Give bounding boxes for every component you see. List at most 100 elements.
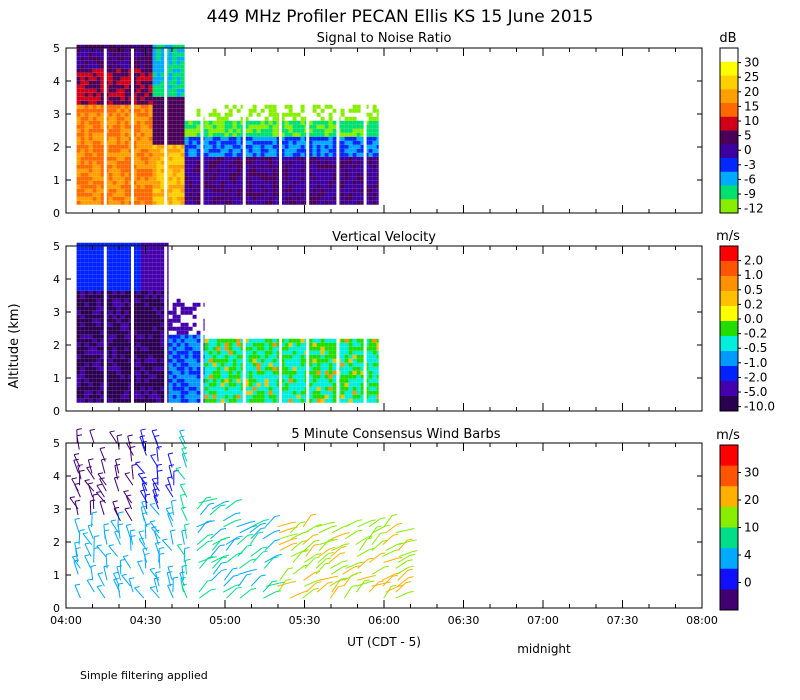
heatmap-cell: [132, 330, 137, 335]
heatmap-cell: [92, 156, 97, 161]
heatmap-cell: [276, 172, 281, 177]
heatmap-cell: [220, 168, 225, 173]
heatmap-cell: [188, 188, 193, 193]
colorbar-label: -0.2: [744, 327, 767, 341]
heatmap-cell: [132, 172, 137, 177]
heatmap-cell: [300, 350, 305, 355]
heatmap-cell: [76, 104, 81, 109]
wind-barb-flag: [384, 565, 390, 568]
wind-unit: m/s: [716, 428, 740, 443]
heatmap-cell: [180, 382, 185, 387]
heatmap-cell: [128, 306, 133, 311]
heatmap-cell: [192, 160, 197, 165]
wind-barb-flag: [90, 564, 96, 567]
heatmap-cell: [348, 160, 353, 165]
heatmap-cell: [248, 120, 253, 125]
heatmap-cell: [156, 80, 161, 85]
heatmap-cell: [292, 152, 297, 157]
heatmap-cell: [220, 136, 225, 141]
heatmap-cell: [356, 398, 361, 403]
heatmap-cell: [276, 350, 281, 355]
heatmap-cell: [372, 378, 377, 383]
heatmap-cell: [108, 310, 113, 315]
heatmap-cell: [132, 342, 137, 347]
heatmap-cell: [280, 136, 285, 141]
heatmap-cell: [92, 164, 97, 169]
heatmap-cell: [132, 136, 137, 141]
heatmap-cell: [240, 172, 245, 177]
heatmap-cell: [80, 338, 85, 343]
heatmap-cell: [288, 370, 293, 375]
wind-barb: [196, 541, 209, 551]
heatmap-cell: [244, 168, 249, 173]
heatmap-cell: [108, 274, 113, 279]
heatmap-cell: [348, 132, 353, 137]
heatmap-cell: [88, 128, 93, 133]
wind-barb-flag: [301, 540, 307, 543]
heatmap-cell: [264, 140, 269, 145]
heatmap-cell: [76, 242, 81, 247]
heatmap-cell: [296, 382, 301, 387]
heatmap-cell: [112, 140, 117, 145]
heatmap-cell: [240, 180, 245, 185]
heatmap-cell: [240, 350, 245, 355]
heatmap-cell: [156, 144, 161, 149]
heatmap-cell: [80, 398, 85, 403]
wind-barb-flag: [127, 434, 133, 437]
wind-barb: [371, 533, 381, 545]
colorbar-frame: [719, 47, 739, 214]
heatmap-cell: [168, 48, 173, 53]
heatmap-cell: [140, 200, 145, 205]
heatmap-cell: [212, 350, 217, 355]
heatmap-cell: [160, 160, 165, 165]
heatmap-cell: [108, 322, 113, 327]
heatmap-cell: [136, 298, 141, 303]
wind-barb: [168, 465, 173, 480]
colorbar-label: -5.0: [744, 385, 767, 399]
heatmap-cell: [80, 100, 85, 105]
heatmap-cell: [112, 64, 117, 69]
heatmap-cell: [152, 164, 157, 169]
heatmap-cell: [320, 160, 325, 165]
heatmap-cell: [96, 72, 101, 77]
heatmap-cell: [84, 188, 89, 193]
heatmap-cell: [172, 136, 177, 141]
heatmap-cell: [320, 176, 325, 181]
heatmap-cell: [120, 80, 125, 85]
heatmap-cell: [364, 196, 369, 201]
heatmap-cell: [208, 370, 213, 375]
heatmap-cell: [216, 366, 221, 371]
heatmap-cell: [144, 362, 149, 367]
heatmap-cell: [152, 160, 157, 165]
wind-barb: [96, 586, 106, 599]
heatmap-cell: [100, 278, 105, 283]
heatmap-cell: [136, 140, 141, 145]
heatmap-cell: [344, 390, 349, 395]
data-gap: [130, 48, 134, 213]
heatmap-cell: [328, 370, 333, 375]
heatmap-cell: [128, 180, 133, 185]
heatmap-cell: [92, 96, 97, 101]
y-tick-label: 3: [53, 108, 60, 121]
heatmap-cell: [316, 382, 321, 387]
heatmap-cell: [252, 152, 257, 157]
heatmap-cell: [120, 378, 125, 383]
heatmap-cell: [184, 168, 189, 173]
heatmap-cell: [100, 76, 105, 81]
heatmap-cell: [88, 80, 93, 85]
heatmap-cell: [92, 92, 97, 97]
heatmap-cell: [244, 394, 249, 399]
heatmap-cell: [140, 294, 145, 299]
heatmap-cell: [136, 108, 141, 113]
heatmap-cell: [216, 394, 221, 399]
heatmap-cell: [144, 164, 149, 169]
heatmap-cell: [148, 92, 153, 97]
heatmap-cell: [220, 354, 225, 359]
heatmap-cell: [88, 188, 93, 193]
heatmap-cell: [300, 378, 305, 383]
heatmap-cell: [76, 152, 81, 157]
heatmap-cell: [144, 188, 149, 193]
heatmap-cell: [268, 378, 273, 383]
heatmap-cell: [84, 374, 89, 379]
wind-barb: [303, 571, 316, 581]
